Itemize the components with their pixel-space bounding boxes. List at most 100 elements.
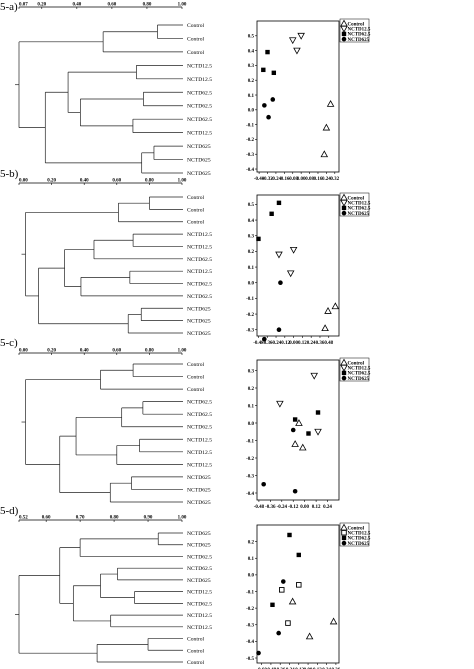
x-tick-label: 0.12 [298, 341, 307, 346]
y-tick-label: -0.3 [246, 474, 254, 479]
scale-tick-label: 0.80 [145, 179, 154, 184]
data-point-circle [256, 650, 261, 656]
legend-entry: Control [348, 526, 365, 531]
x-tick-label: -0.12 [280, 341, 291, 346]
x-tick-label: -0.24 [271, 177, 282, 182]
plot-frame [256, 524, 340, 664]
scale-tick-label: 0.60 [112, 349, 121, 354]
y-tick-label: 0.4 [248, 49, 255, 54]
leaf-label: NCTD12.5 [187, 590, 212, 596]
data-point-circle [266, 114, 271, 120]
legend-box [339, 522, 370, 547]
legend-entry: Control [348, 22, 365, 27]
scale-tick-label: 0.00 [19, 179, 28, 184]
scale-tick-label: 1.00 [178, 3, 187, 8]
x-tick-label: 0.48 [324, 341, 333, 346]
scatter-plot-1: -0.40-0.32-0.24-0.16-0.080.00 0.08 0.16 0.2… [246, 18, 371, 182]
y-tick-label: -0.2 [246, 607, 254, 612]
legend-marker [341, 36, 347, 42]
y-tick-label: -0.1 [246, 439, 254, 444]
x-tick-label: -0.16 [279, 177, 290, 182]
y-tick-label: 0.3 [248, 369, 255, 374]
x-tick-label: 0.00 [297, 177, 306, 182]
leaf-label: NCTD62.5 [187, 282, 212, 288]
leaf-label: NCTD625 [187, 475, 211, 481]
data-point-triangle-up [295, 419, 303, 426]
data-point-circle [261, 481, 266, 487]
leaf-label: NCTD12.5 [187, 244, 212, 250]
panel-label: 5-a) [0, 1, 18, 13]
data-point-square [270, 602, 275, 608]
leaf-label: Control [187, 23, 205, 29]
data-point-triangle-down [289, 246, 298, 254]
leaf-label: NCTD625 [187, 500, 211, 506]
data-point-circle [278, 280, 283, 286]
legend-marker [341, 529, 347, 536]
leaf-label: Control [187, 207, 205, 213]
data-point-circle [290, 427, 296, 433]
y-tick-label: -0.1 [246, 590, 254, 595]
x-tick-label: -0.24 [277, 505, 288, 510]
legend-entry: NCTD12.5 [348, 367, 371, 372]
leaf-label: NCTD62.5 [187, 601, 212, 607]
legend-box [339, 18, 370, 43]
data-point-triangle-down [276, 400, 284, 408]
scale-tick-label: 0.60 [112, 179, 121, 184]
legend-entry: NCTD625 [348, 38, 370, 43]
y-tick-label: 0.5 [248, 35, 255, 40]
data-point-square [271, 70, 277, 76]
legend-marker [340, 199, 348, 207]
scale-tick-label: 1.00 [178, 179, 187, 184]
scale-tick-label: 1.00 [178, 349, 187, 354]
y-tick-label: -0.1 [246, 297, 254, 302]
dendrogram-4: 5-d)0.52 0.60 0.70 0.80 0.90 1.00 NCTD625 NCTD6… [0, 505, 212, 666]
leaf-label: NCTD12.5 [187, 269, 212, 275]
scale-tick-label: 0.80 [143, 3, 152, 8]
legend-entry: NCTD625 [348, 542, 370, 547]
scale-tick-label: 0.60 [108, 3, 117, 8]
y-tick-label: -0.2 [246, 457, 254, 462]
legend-box [339, 357, 370, 382]
legend-marker [341, 210, 347, 216]
y-tick-label: -0.1 [246, 123, 254, 128]
panel-label: 5-c) [0, 337, 18, 349]
dendrogram-1: 5-a) 0.07 0.20 0.40 0.60 0.80 1.00 Control Contr… [0, 1, 212, 177]
legend-marker [341, 535, 347, 541]
leaf-label: NCTD625 [187, 319, 211, 325]
data-point-triangle-down [314, 428, 322, 436]
leaf-label: NCTD625 [187, 306, 211, 312]
data-point-square [276, 200, 282, 206]
leaf-label: Control [187, 660, 205, 666]
leaf-label: NCTD12.5 [187, 77, 212, 83]
legend-marker [340, 364, 348, 372]
leaf-label: NCTD62.5 [187, 400, 212, 406]
data-point-square [287, 532, 292, 538]
y-tick-label: 0.1 [248, 557, 255, 562]
leaf-label: NCTD12.5 [187, 625, 212, 631]
leaf-label: NCTD62.5 [187, 90, 212, 96]
data-point-triangle-up [321, 324, 329, 332]
y-tick-label: -0.3 [246, 153, 254, 158]
y-tick-label: 0.0 [248, 422, 255, 427]
data-point-circle [276, 327, 282, 333]
leaf-label: NCTD12.5 [187, 450, 212, 456]
x-tick-label: -0.24 [271, 341, 282, 346]
leaf-label: NCTD625 [187, 171, 211, 177]
legend-entry: NCTD12.5 [348, 28, 371, 33]
data-point-triangle-up [305, 632, 314, 640]
leaf-label: NCTD62.5 [187, 554, 212, 560]
x-tick-label: 0.24 [307, 341, 316, 346]
leaf-label: Control [187, 50, 205, 56]
leaf-label: NCTD12.5 [187, 63, 212, 69]
y-tick-label: 0.1 [248, 404, 255, 409]
legend-entry: NCTD625 [348, 377, 370, 382]
scale-tick-label: 0.70 [76, 516, 85, 521]
leaf-label: NCTD62.5 [187, 104, 212, 110]
x-tick-label: -0.12 [288, 505, 299, 510]
y-tick-label: 0.1 [248, 266, 255, 271]
scale-tick-label: 0.52 [19, 516, 28, 521]
